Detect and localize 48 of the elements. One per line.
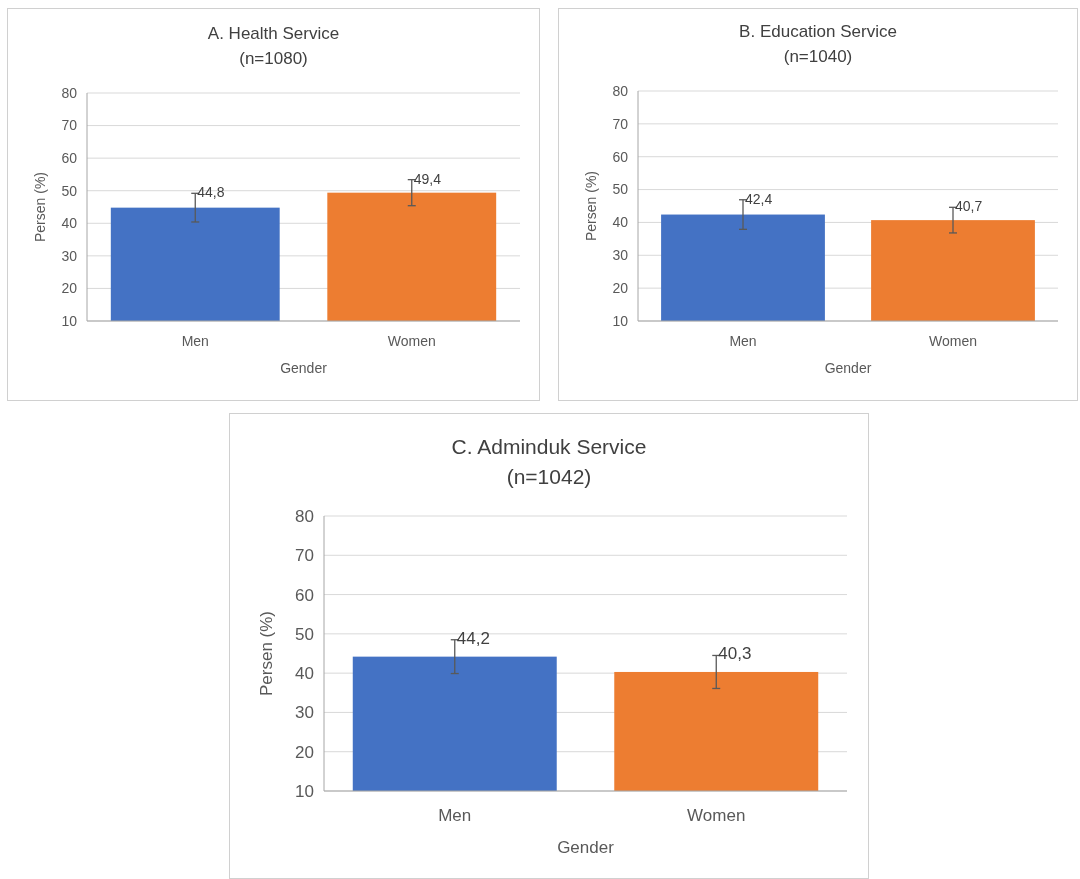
x-tick-label: Men — [181, 333, 209, 349]
y-tick-label: 60 — [61, 150, 78, 167]
y-tick-label: 70 — [295, 546, 314, 566]
x-tick-label: Women — [929, 333, 977, 349]
y-axis-title: Persen (%) — [257, 610, 276, 697]
y-tick-label: 20 — [61, 280, 78, 297]
data-label: 49,4 — [413, 170, 442, 187]
chart-title: B. Education Service — [739, 22, 897, 41]
y-tick-label: 50 — [612, 181, 629, 198]
y-tick-label: 80 — [61, 84, 78, 101]
y-tick-label: 20 — [612, 280, 629, 297]
chart-title: A. Health Service — [207, 24, 340, 43]
data-label: 40,7 — [955, 198, 983, 215]
y-tick-label: 10 — [295, 781, 314, 801]
y-tick-label: 10 — [61, 312, 78, 329]
data-label: 42,4 — [745, 190, 773, 207]
y-tick-label: 80 — [612, 82, 629, 99]
x-tick-label: Women — [687, 806, 746, 825]
data-label: 44,8 — [197, 184, 225, 201]
y-tick-label: 40 — [612, 214, 629, 231]
y-tick-label: 30 — [61, 247, 78, 264]
y-tick-label: 40 — [61, 215, 78, 232]
chart-subtitle: (n=1080) — [239, 49, 308, 68]
y-tick-label: 10 — [612, 312, 629, 329]
y-tick-label: 70 — [612, 115, 629, 132]
chart-subtitle: (n=1040) — [783, 47, 853, 66]
y-tick-label: 50 — [61, 182, 78, 199]
y-tick-label: 40 — [295, 664, 314, 684]
y-tick-label: 60 — [612, 148, 629, 165]
y-tick-label: 80 — [295, 506, 314, 526]
y-tick-label: 30 — [612, 247, 629, 264]
chart-subtitle: (n=1042) — [506, 465, 592, 488]
x-axis-title: Gender — [557, 838, 615, 857]
y-tick-label: 70 — [61, 117, 78, 134]
y-tick-label: 50 — [295, 624, 314, 644]
data-label: 40,3 — [718, 644, 752, 664]
x-tick-label: Men — [729, 333, 757, 349]
y-tick-label: 20 — [295, 742, 314, 762]
x-axis-title: Gender — [824, 360, 872, 376]
y-tick-label: 30 — [295, 703, 314, 723]
chart-title: C. Adminduk Service — [451, 435, 647, 458]
x-tick-label: Men — [438, 806, 472, 825]
x-axis-title: Gender — [280, 360, 328, 376]
y-axis-title: Persen (%) — [32, 171, 48, 243]
y-axis-title: Persen (%) — [583, 170, 599, 242]
x-tick-label: Women — [387, 333, 436, 349]
y-tick-label: 60 — [295, 585, 314, 605]
data-label: 44,2 — [456, 628, 490, 648]
